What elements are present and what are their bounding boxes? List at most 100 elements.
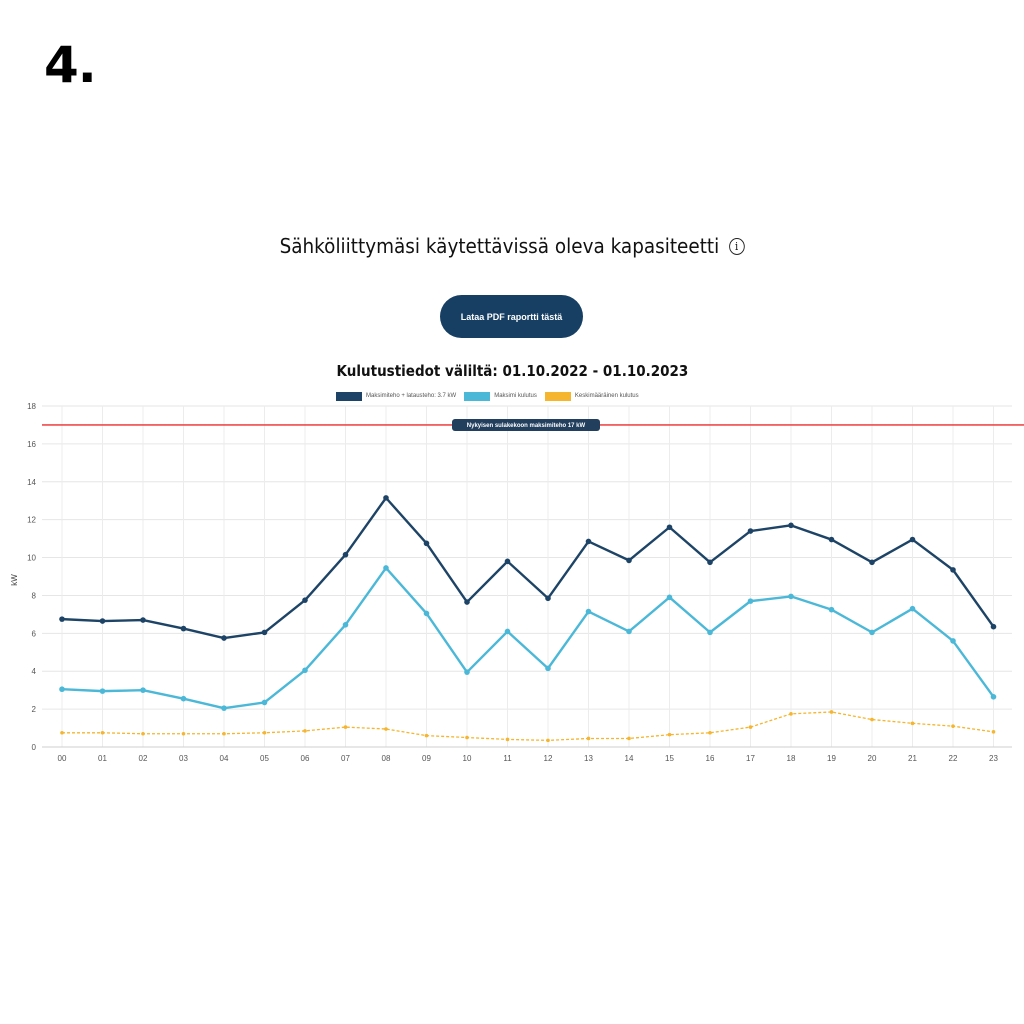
data-point-1 bbox=[666, 594, 673, 601]
page-title: Sähköliittymäsi käytettävissä oleva kapa… bbox=[41, 234, 983, 258]
series-line-0 bbox=[61, 496, 995, 640]
chart-legend: Maksimiteho + latausteho: 3.7 kW Maksimi… bbox=[336, 390, 647, 402]
chart-grid bbox=[42, 405, 1012, 748]
x-tick-label: 14 bbox=[625, 754, 634, 763]
y-tick-label: 16 bbox=[27, 440, 36, 449]
data-point-1 bbox=[950, 638, 956, 644]
x-tick-label: 13 bbox=[584, 754, 593, 763]
x-tick-label: 01 bbox=[98, 754, 107, 763]
chart-title: Kulutustiedot väliltä: 01.10.2022 - 01.1… bbox=[0, 362, 1024, 380]
data-point-2 bbox=[262, 730, 267, 735]
x-tick-label: 06 bbox=[301, 754, 310, 763]
data-point-0 bbox=[869, 559, 875, 566]
data-point-2 bbox=[222, 731, 226, 736]
data-point-2 bbox=[465, 735, 469, 740]
data-point-2 bbox=[586, 736, 591, 741]
data-point-1 bbox=[828, 606, 835, 613]
y-tick-label: 18 bbox=[27, 402, 36, 411]
data-point-1 bbox=[585, 608, 592, 615]
data-point-1 bbox=[707, 629, 713, 636]
data-point-2 bbox=[870, 717, 874, 722]
x-tick-label: 18 bbox=[787, 754, 796, 763]
data-point-1 bbox=[221, 705, 227, 711]
download-pdf-button[interactable]: Lataa PDF raportti tästä bbox=[440, 295, 583, 338]
legend-item-avg[interactable]: Keskimääräinen kulutus bbox=[544, 391, 639, 401]
x-tick-label: 21 bbox=[908, 754, 917, 763]
x-tick-label: 00 bbox=[58, 754, 67, 763]
data-point-2 bbox=[627, 736, 631, 741]
data-point-1 bbox=[302, 667, 308, 674]
legend-swatch-max-plus-charge bbox=[336, 391, 362, 401]
data-point-0 bbox=[423, 540, 430, 547]
limit-label: Nykyisen sulakekoon maksimiteho 17 kW bbox=[467, 423, 586, 429]
data-point-2 bbox=[748, 725, 753, 729]
data-point-2 bbox=[424, 733, 429, 738]
y-tick-label: 14 bbox=[27, 478, 36, 487]
data-point-0 bbox=[180, 625, 187, 632]
y-tick-label: 12 bbox=[27, 516, 36, 525]
data-point-2 bbox=[667, 732, 672, 737]
x-tick-label: 04 bbox=[220, 754, 229, 763]
data-point-2 bbox=[829, 710, 834, 714]
data-point-0 bbox=[221, 635, 227, 641]
x-tick-label: 22 bbox=[949, 754, 958, 763]
limit-label-box bbox=[452, 418, 600, 431]
data-point-0 bbox=[545, 595, 551, 602]
x-tick-label: 16 bbox=[706, 754, 715, 763]
data-point-0 bbox=[707, 559, 713, 566]
data-point-2 bbox=[303, 729, 307, 733]
data-point-2 bbox=[951, 724, 955, 728]
legend-label-avg: Keskimääräinen kulutus bbox=[574, 393, 639, 399]
data-point-0 bbox=[747, 528, 754, 534]
data-point-1 bbox=[180, 695, 187, 702]
legend-label-max-plus-charge: Maksimiteho + latausteho: 3.7 kW bbox=[366, 393, 457, 399]
legend-item-max[interactable]: Maksimi kulutus bbox=[464, 391, 537, 401]
chart-series bbox=[59, 495, 997, 743]
data-point-0 bbox=[99, 618, 106, 624]
data-point-1 bbox=[869, 629, 875, 636]
data-point-0 bbox=[302, 597, 308, 603]
data-point-1 bbox=[423, 610, 430, 617]
data-point-2 bbox=[100, 730, 105, 735]
chart-title-text: Kulutustiedot väliltä: 01.10.2022 - 01.1… bbox=[336, 362, 688, 380]
data-point-1 bbox=[990, 693, 997, 700]
x-tick-label: 07 bbox=[341, 754, 350, 763]
data-point-0 bbox=[828, 536, 835, 543]
data-point-2 bbox=[181, 731, 186, 736]
data-point-2 bbox=[505, 737, 510, 742]
data-point-2 bbox=[384, 727, 388, 731]
data-point-0 bbox=[261, 629, 268, 636]
x-tick-label: 09 bbox=[422, 754, 431, 763]
x-tick-label: 02 bbox=[139, 754, 148, 763]
data-point-1 bbox=[342, 622, 349, 628]
data-point-0 bbox=[990, 623, 997, 630]
data-point-1 bbox=[261, 699, 268, 706]
legend-label-max: Maksimi kulutus bbox=[494, 393, 537, 399]
y-tick-label: 8 bbox=[32, 591, 37, 600]
x-axis: 00 01 02 03 04 05 06 07 08 09 10 11 12 13 14 15 16 17 18 19… bbox=[58, 754, 999, 763]
legend-item-max-plus-charge[interactable]: Maksimiteho + latausteho: 3.7 kW bbox=[336, 391, 457, 401]
data-point-0 bbox=[464, 599, 470, 605]
y-axis: 0 2 4 6 8 10 12 14 16 18 bbox=[27, 402, 36, 752]
data-point-0 bbox=[950, 567, 956, 573]
legend-swatch-max bbox=[464, 391, 491, 401]
info-icon[interactable]: i bbox=[728, 238, 745, 255]
data-point-0 bbox=[504, 558, 511, 565]
data-point-1 bbox=[99, 688, 106, 694]
data-point-0 bbox=[383, 495, 389, 501]
y-tick-label: 6 bbox=[32, 629, 37, 638]
page-title-text: Sähköliittymäsi käytettävissä oleva kapa… bbox=[279, 234, 720, 258]
x-tick-label: 05 bbox=[260, 754, 269, 763]
x-tick-label: 19 bbox=[827, 754, 836, 763]
y-tick-label: 0 bbox=[32, 743, 37, 752]
y-tick-label: 10 bbox=[27, 554, 36, 563]
x-tick-label: 10 bbox=[463, 754, 472, 763]
data-point-1 bbox=[464, 669, 470, 675]
x-tick-label: 15 bbox=[665, 754, 674, 763]
data-point-1 bbox=[59, 686, 65, 693]
data-point-1 bbox=[747, 598, 754, 604]
data-point-1 bbox=[504, 628, 511, 635]
data-point-0 bbox=[342, 551, 349, 558]
limit-line-group: Nykyisen sulakekoon maksimiteho 17 kW bbox=[42, 418, 1024, 431]
